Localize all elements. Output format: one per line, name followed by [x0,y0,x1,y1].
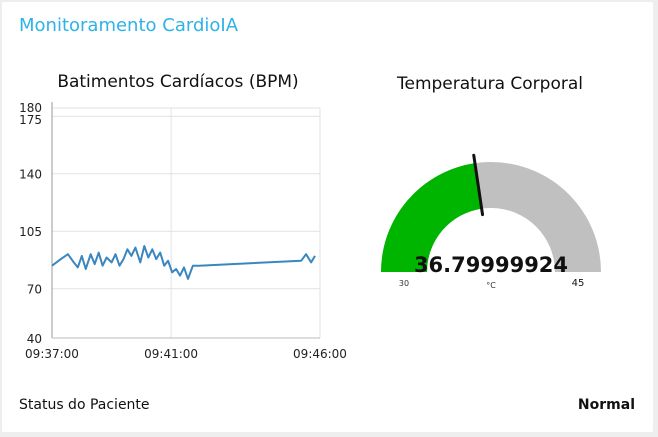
y-tick-label: 180 [19,101,42,115]
y-tick-label: 140 [19,168,42,182]
dashboard-title: Monitoramento CardioIA [19,15,239,36]
patient-status-value: Normal [577,397,635,413]
gauge-value: 36.79999924 [414,253,568,277]
x-tick-label: 09:46:00 [293,347,347,361]
gauge-min-label: 30 [399,279,409,288]
gauge-needle [472,153,485,217]
patient-status-label: Status do Paciente [19,397,150,413]
heart-rate-chart-title: Batimentos Cardíacos (BPM) [57,72,299,92]
temperature-gauge-title: Temperatura Corporal [396,74,583,94]
gauge-max-label: 45 [572,278,585,289]
x-tick-label: 09:41:00 [144,347,198,361]
gauge-fill [381,163,482,272]
y-tick-label: 40 [27,332,42,346]
y-tick-label: 105 [19,225,42,239]
gauge-unit: °C [486,281,496,290]
y-tick-label: 70 [27,283,42,297]
x-tick-label: 09:37:00 [25,347,79,361]
patient-status-row: Status do Paciente Normal [19,397,635,417]
y-tick-label: 175 [19,113,42,127]
heart-rate-series-line [51,245,316,280]
